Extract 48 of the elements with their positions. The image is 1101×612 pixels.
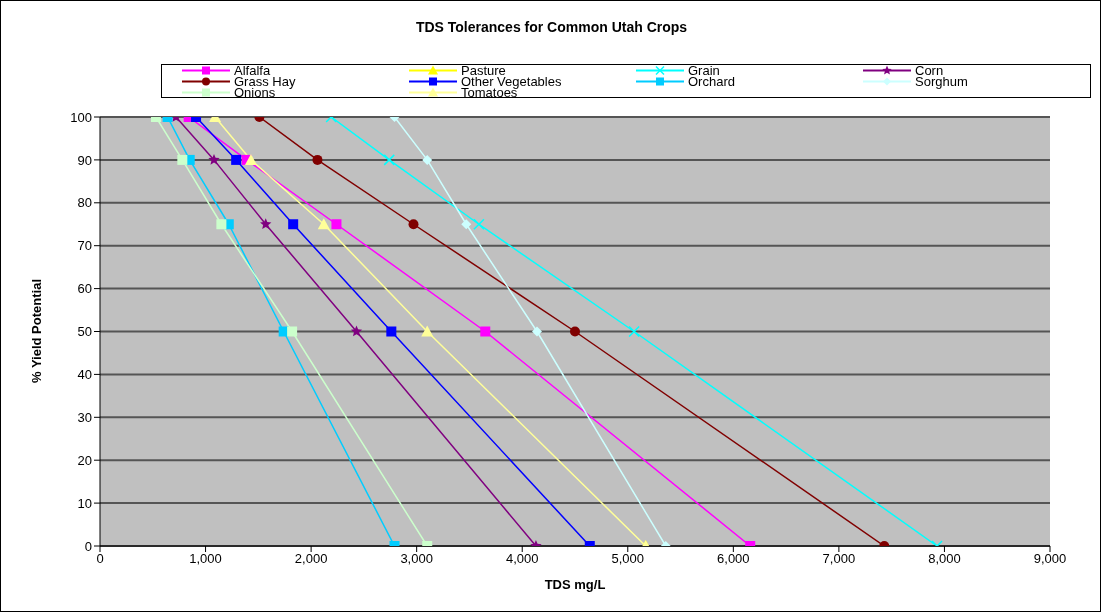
- y-tick-label: 10: [77, 495, 92, 511]
- y-tick-label: 80: [77, 195, 92, 211]
- x-tick-label: 9,000: [1033, 551, 1067, 567]
- point: [628, 325, 640, 338]
- y-tick-label: 40: [77, 367, 92, 383]
- x-tick-label: 6,000: [717, 551, 750, 567]
- point: [422, 154, 433, 165]
- point: [177, 154, 188, 165]
- point: [244, 153, 257, 165]
- point: [350, 325, 363, 337]
- x-tick-label: 7,000: [822, 551, 856, 567]
- y-tick-label: 50: [77, 324, 92, 340]
- point: [461, 219, 472, 230]
- point: [312, 154, 323, 165]
- x-axis-title: TDS mg/L: [543, 577, 607, 592]
- y-tick-label: 0: [84, 538, 92, 554]
- y-tick-label: 90: [77, 152, 92, 168]
- x-tick-label: 5,000: [611, 551, 645, 567]
- x-tick-label: 3,000: [400, 551, 433, 567]
- point: [421, 325, 434, 337]
- point: [331, 219, 342, 230]
- point: [208, 153, 220, 165]
- point: [383, 154, 395, 166]
- point: [260, 218, 272, 230]
- y-axis-title: % Yield Potential: [28, 278, 44, 384]
- point: [473, 218, 485, 230]
- point: [408, 219, 419, 230]
- point: [532, 326, 542, 337]
- legend-label: Pasture: [461, 63, 506, 78]
- y-tick-label: 30: [77, 409, 92, 425]
- x-tick-label: 8,000: [928, 551, 961, 567]
- point: [287, 326, 298, 337]
- point: [288, 219, 299, 230]
- y-tick-label: 60: [77, 281, 92, 297]
- x-tick-label: 4,000: [505, 551, 539, 567]
- x-tick-label: 1,000: [189, 551, 222, 567]
- y-tick-label: 100: [70, 109, 92, 125]
- chart-title: TDS Tolerances for Common Utah Crops: [414, 19, 689, 35]
- x-tick-label: 0: [96, 551, 104, 567]
- point: [231, 154, 242, 165]
- point: [317, 218, 330, 230]
- point: [216, 219, 227, 230]
- point: [386, 326, 397, 337]
- point: [570, 326, 580, 337]
- y-tick-label: 70: [77, 238, 92, 254]
- x-tick-label: 2,000: [294, 551, 328, 567]
- point: [480, 326, 491, 337]
- y-tick-label: 20: [77, 452, 92, 468]
